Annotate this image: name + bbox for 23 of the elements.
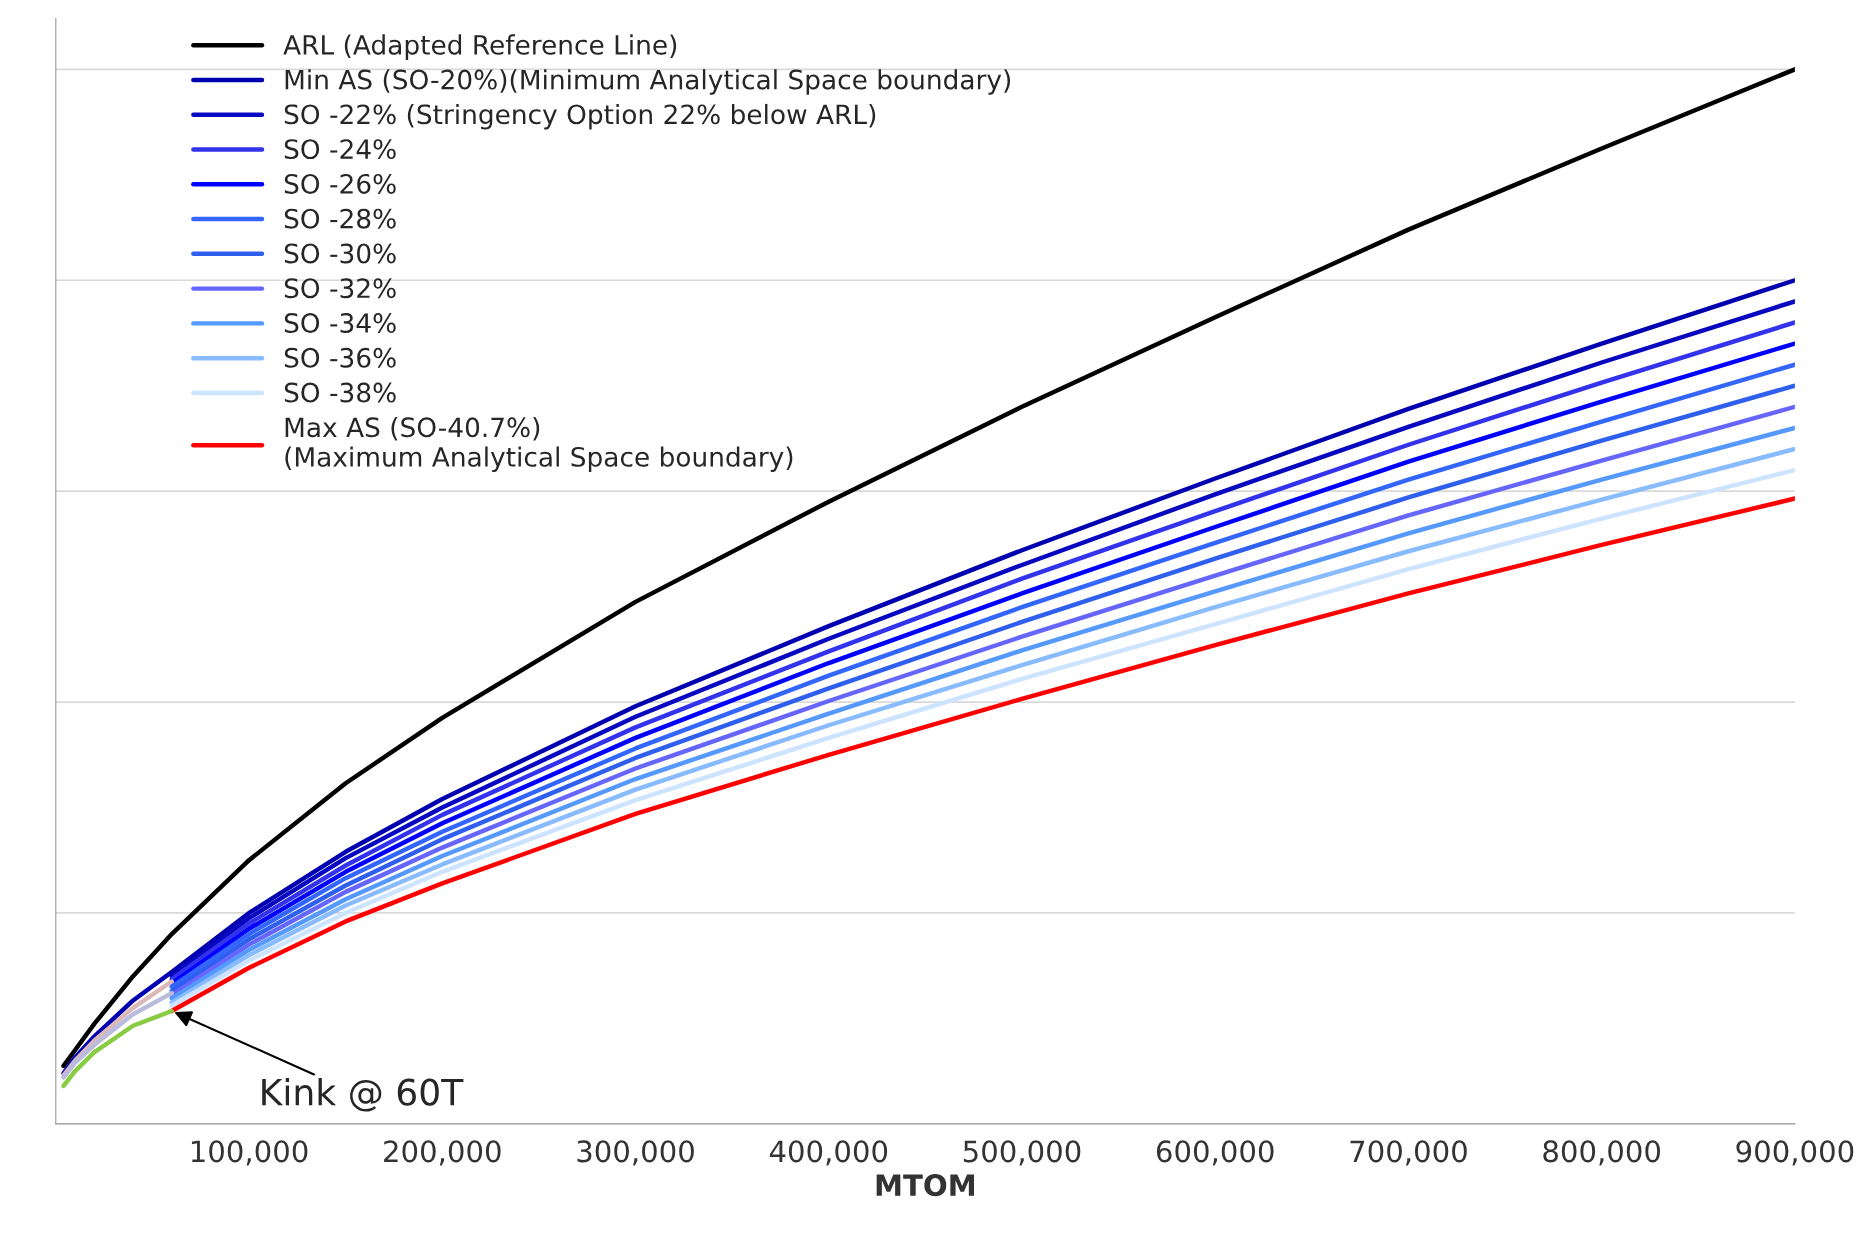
x-tick-label: 600,000 — [1156, 1140, 1274, 1166]
legend-label: SO -22% (Stringency Option 22% below ARL) — [284, 103, 876, 130]
legend-label: Min AS (SO-20%)(Minimum Analytical Space boundary) — [285, 69, 1011, 95]
x-tick-label: 900,000 — [1736, 1140, 1854, 1166]
x-tick-label: 300,000 — [577, 1140, 694, 1166]
x-tick-label: 200,000 — [384, 1140, 501, 1166]
x-axis-title: MTOM — [876, 1174, 975, 1197]
legend-label: ARL (Adapted Reference Line) — [283, 34, 677, 60]
x-tick-label: 100,000 — [191, 1140, 308, 1166]
legend-label: SO -34% — [284, 313, 396, 333]
legend-label: Max AS (SO-40.7%) (Maximum Analytical Space boundary) — [285, 416, 793, 472]
legend-label: SO -28% — [284, 208, 396, 229]
legend-label: SO -24% — [284, 139, 396, 160]
legend-label: SO -38% — [284, 382, 396, 403]
annotation: Kink @ 60T — [262, 1077, 464, 1112]
x-tick-label: 800,000 — [1543, 1140, 1661, 1166]
legend-label: SO -32% — [284, 278, 396, 299]
legend-label: SO -36% — [284, 347, 396, 368]
x-tick-label: 700,000 — [1350, 1140, 1467, 1166]
x-tick-label: 500,000 — [963, 1140, 1081, 1166]
legend-label: SO -26% — [284, 173, 396, 194]
x-tick-label: 400,000 — [769, 1140, 888, 1166]
legend-label: SO -30% — [284, 243, 396, 264]
